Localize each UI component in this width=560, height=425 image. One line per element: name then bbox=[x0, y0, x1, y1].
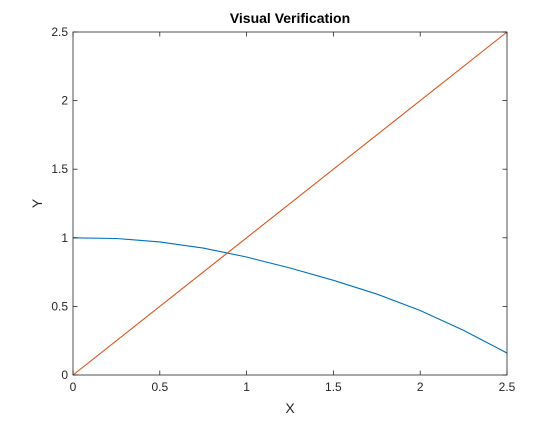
series-line-1 bbox=[72, 237, 508, 354]
x-tick-label: 2.5 bbox=[499, 380, 516, 394]
axes-box bbox=[72, 31, 508, 376]
series-line-2 bbox=[72, 31, 508, 376]
chart-title: Visual Verification bbox=[230, 10, 350, 26]
x-tick-label: 0 bbox=[70, 380, 77, 394]
series-layer bbox=[72, 31, 508, 376]
y-tick-label: 2.5 bbox=[51, 25, 68, 39]
y-tick-label: 1 bbox=[61, 231, 68, 245]
y-axis-label: Y bbox=[29, 198, 45, 208]
y-tick-label: 1.5 bbox=[51, 162, 68, 176]
x-axis-label: X bbox=[285, 400, 295, 416]
tick-layer: 0 0.5 1 1.5 2 2.5 0 0.5 1 1.5 2 2.5 bbox=[51, 25, 515, 394]
y-tick-label: 2 bbox=[61, 94, 68, 108]
x-tick-label: 0.5 bbox=[151, 380, 168, 394]
x-tick-label: 1.5 bbox=[325, 380, 342, 394]
x-tick-label: 2 bbox=[417, 380, 424, 394]
y-tick-label: 0 bbox=[61, 368, 68, 382]
x-tick-label: 1 bbox=[243, 380, 250, 394]
y-tick-label: 0.5 bbox=[51, 299, 68, 313]
